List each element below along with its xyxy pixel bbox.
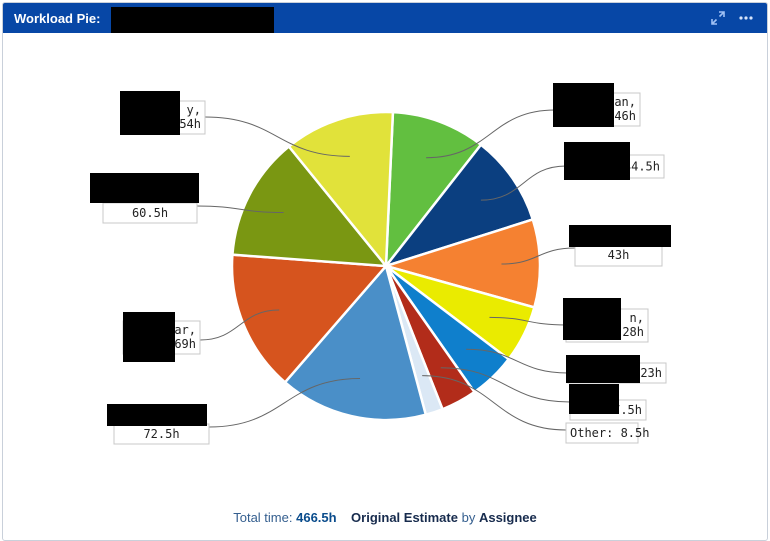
data-label-value: 54h (179, 117, 201, 131)
pie-slice[interactable] (287, 110, 395, 270)
expand-icon[interactable] (709, 9, 727, 27)
leader-line (208, 378, 361, 428)
total-time-value: 466.5h (296, 510, 337, 525)
leader-line (422, 375, 567, 431)
leader-line (501, 247, 576, 265)
leader-line (480, 165, 567, 201)
data-label-value: 44.5h (624, 160, 660, 174)
leader-line (199, 309, 280, 341)
leader-line (466, 348, 569, 374)
redacted-assignee-name (123, 312, 175, 362)
leader-line (196, 205, 284, 214)
total-time-label: Total time: (233, 510, 293, 525)
redacted-assignee-name (564, 142, 630, 180)
redacted-assignee-name (553, 83, 614, 127)
leader-line (426, 109, 556, 159)
pie-slice[interactable] (382, 143, 535, 269)
data-label-value: 72.5h (143, 427, 179, 441)
pie-slice[interactable] (230, 253, 389, 385)
data-label-name: y, (187, 103, 201, 117)
leader-line (440, 367, 571, 403)
redacted-project-name (111, 7, 274, 33)
more-icon[interactable] (737, 9, 755, 27)
leader-line (204, 116, 350, 157)
data-label-value: 23h (640, 366, 662, 380)
pie-slice[interactable] (231, 144, 389, 268)
leader-line (489, 316, 567, 326)
redacted-assignee-name (569, 225, 671, 247)
data-label-name: an, (614, 95, 636, 109)
pie-slice[interactable] (381, 217, 542, 309)
data-label-value: Other: 8.5h (570, 426, 649, 440)
data-label-box (565, 422, 639, 444)
data-label-value: 60.5h (132, 206, 168, 220)
redacted-assignee-name (566, 355, 640, 383)
redacted-assignee-name (120, 91, 180, 135)
gadget-title: Workload Pie: (14, 10, 101, 26)
pie-slice[interactable] (283, 263, 428, 422)
data-label-value: 69h (174, 337, 196, 351)
redacted-assignee-name (107, 404, 207, 426)
redacted-assignee-name (90, 173, 199, 203)
statistic-field: Original Estimate (351, 510, 458, 525)
chart-footer: Total time: 466.5h Original Estimate by … (0, 510, 770, 525)
data-label-name: n, (630, 311, 644, 325)
data-label-value: 28h (622, 325, 644, 339)
gadget-header: Workload Pie: (3, 3, 767, 33)
group-field: Assignee (478, 510, 537, 525)
redacted-assignee-name (569, 384, 619, 414)
data-label-value: 46h (614, 109, 636, 123)
by-word: by (461, 510, 476, 525)
data-label-name: ar, (174, 323, 196, 337)
data-label-value: 43h (608, 248, 630, 262)
redacted-assignee-name (563, 298, 621, 340)
